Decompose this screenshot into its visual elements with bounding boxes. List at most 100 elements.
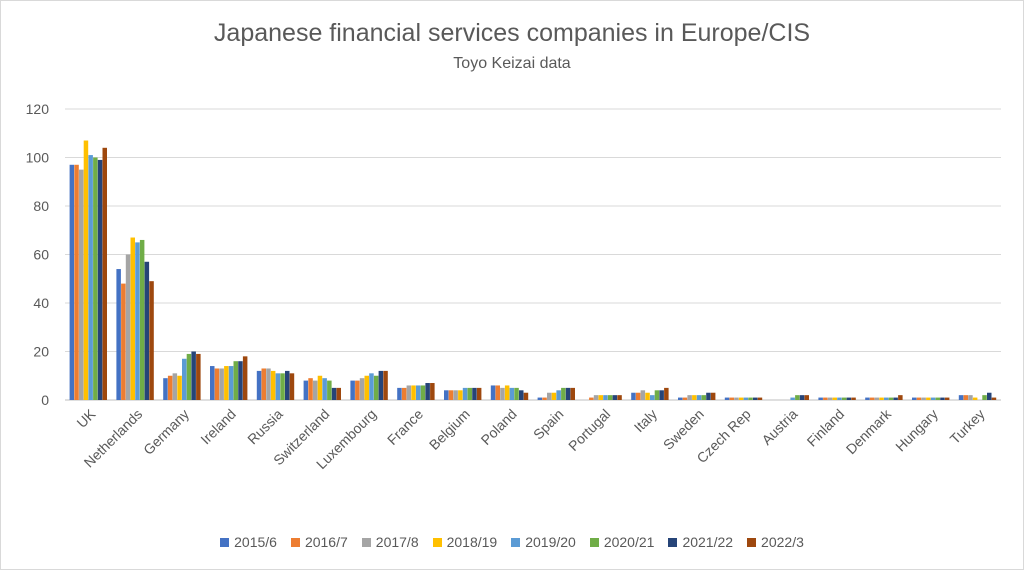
- bar: [177, 375, 182, 400]
- bar: [401, 387, 407, 401]
- bar: [743, 397, 749, 400]
- bar: [706, 392, 711, 400]
- legend-item: 2018/19: [432, 534, 498, 550]
- bar: [467, 387, 472, 401]
- bar: [799, 395, 805, 400]
- x-category-label: Sweden: [660, 406, 707, 453]
- legend-item: 2017/8: [361, 534, 419, 550]
- bar: [738, 397, 744, 400]
- legend-item: 2019/20: [511, 534, 576, 550]
- x-category-label: Italy: [631, 406, 660, 435]
- bar: [514, 387, 519, 401]
- bar: [172, 373, 178, 400]
- bar: [851, 397, 856, 400]
- bar: [823, 397, 828, 400]
- y-tick-label: 20: [33, 344, 49, 360]
- bar: [940, 397, 945, 400]
- bar: [228, 366, 234, 400]
- bar: [832, 397, 837, 400]
- bar: [972, 397, 978, 400]
- y-tick-label: 0: [41, 392, 49, 408]
- legend-label: 2018/19: [446, 534, 498, 550]
- bar: [827, 397, 833, 400]
- bar: [547, 392, 552, 400]
- bar: [519, 390, 524, 400]
- bar: [275, 373, 281, 400]
- legend-swatch: [747, 537, 757, 547]
- legend-item: 2020/21: [589, 534, 654, 550]
- bar: [570, 387, 575, 401]
- bar: [285, 370, 290, 400]
- bar: [448, 390, 454, 400]
- bar: [425, 383, 430, 400]
- bar: [968, 395, 973, 400]
- bar: [748, 397, 753, 400]
- bar: [523, 392, 529, 400]
- bar: [476, 387, 482, 401]
- bar: [350, 380, 355, 400]
- bar: [509, 387, 515, 401]
- bar: [125, 254, 131, 400]
- y-tick-label: 100: [26, 150, 50, 166]
- legend-swatch: [361, 537, 371, 547]
- x-category-label: Turkey: [947, 406, 988, 447]
- bar: [542, 397, 547, 400]
- x-category-label: Denmark: [843, 405, 895, 457]
- legend-swatch: [668, 537, 678, 547]
- bar: [238, 361, 243, 400]
- bar: [444, 390, 449, 400]
- x-category-label: Belgium: [426, 406, 473, 453]
- legend-label: 2019/20: [525, 534, 576, 550]
- bar: [210, 366, 215, 400]
- bar: [869, 397, 875, 400]
- legend: 2015/6 2016/7 2017/8 2018/19 2019/20 2020/21 2…: [1, 534, 1023, 550]
- bar: [678, 397, 683, 400]
- bar: [696, 395, 702, 400]
- bar: [219, 368, 224, 400]
- bar: [912, 397, 917, 400]
- bar: [186, 353, 192, 400]
- bar: [303, 380, 309, 400]
- bar: [383, 370, 388, 400]
- bar: [416, 385, 421, 400]
- bar: [495, 385, 500, 400]
- bar: [682, 397, 688, 400]
- x-category-label: Spain: [530, 406, 567, 443]
- x-category-label: Finland: [804, 406, 848, 450]
- bar: [139, 239, 145, 400]
- bar: [710, 392, 716, 400]
- bar: [958, 395, 964, 400]
- x-category-label: Austria: [758, 406, 800, 448]
- bar: [458, 390, 463, 400]
- bar: [916, 397, 922, 400]
- bar: [729, 397, 734, 400]
- bar: [359, 378, 365, 400]
- bar: [818, 397, 823, 400]
- legend-swatch: [290, 537, 300, 547]
- bar: [893, 397, 898, 400]
- bar: [944, 397, 950, 400]
- chart-subtitle: Toyo Keizai data: [453, 55, 571, 72]
- bar: [102, 147, 107, 400]
- bar: [430, 383, 435, 400]
- bar: [261, 368, 266, 400]
- bar: [612, 395, 618, 400]
- bar: [884, 397, 889, 400]
- bar: [355, 380, 360, 400]
- bar: [963, 395, 968, 400]
- y-tick-label: 60: [33, 247, 49, 263]
- bar: [411, 385, 416, 400]
- x-category-label: Ireland: [197, 406, 239, 448]
- bar: [163, 378, 168, 400]
- bar: [322, 378, 327, 400]
- bar: [654, 390, 660, 400]
- x-category-label: Poland: [478, 406, 520, 448]
- bar: [593, 395, 599, 400]
- x-category-label: France: [384, 406, 426, 448]
- bar: [214, 368, 220, 400]
- bar: [266, 368, 271, 400]
- bar: [336, 387, 341, 401]
- bar: [83, 140, 89, 400]
- bar: [982, 395, 987, 400]
